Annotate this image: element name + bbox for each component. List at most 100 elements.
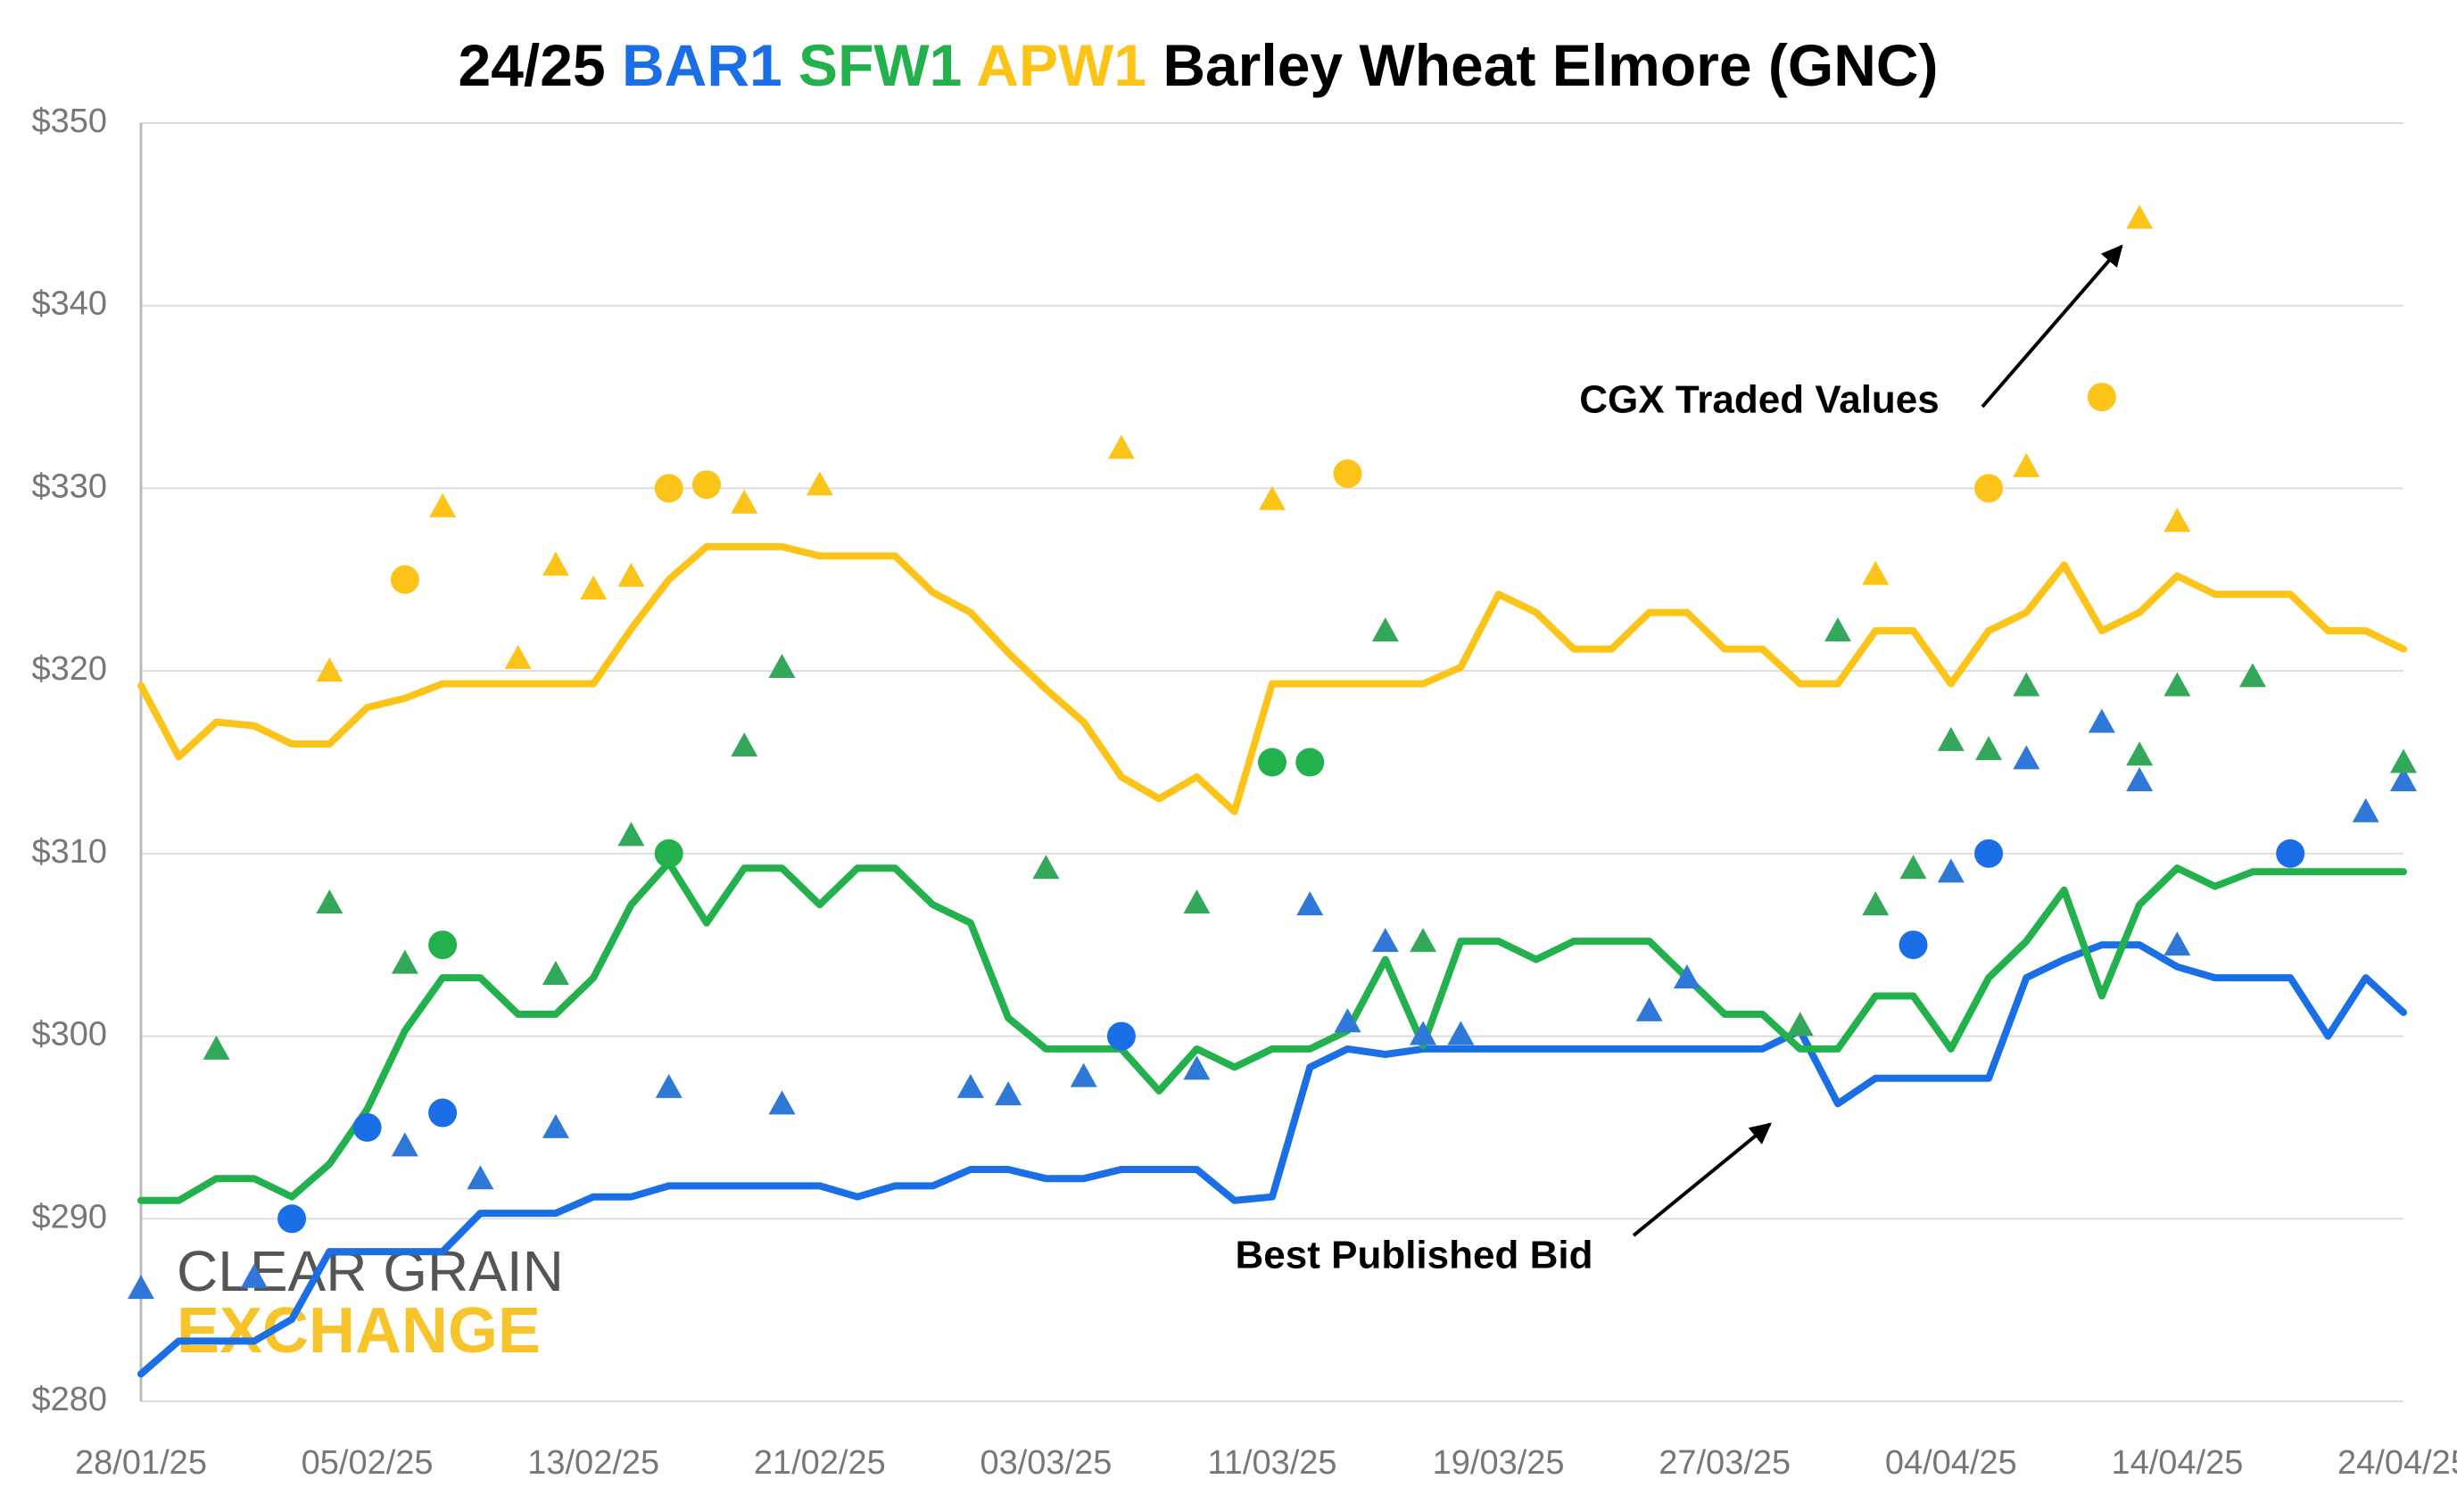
title-rest: Barley Wheat Elmore (GNC) (1162, 32, 1938, 98)
traded-point (1259, 485, 1286, 510)
traded-point (1635, 996, 1663, 1021)
x-tick-label: 19/03/25 (1433, 1444, 1565, 1482)
traded-point (1371, 617, 1399, 642)
y-tick-label: $350 (31, 103, 107, 140)
annotation: Best Published Bid (1236, 1234, 1593, 1277)
traded-point (542, 1113, 569, 1138)
x-tick-label: 11/03/25 (1207, 1444, 1336, 1482)
traded-point (1786, 1012, 1814, 1037)
traded-point (2013, 452, 2040, 477)
traded-point (277, 1204, 307, 1234)
traded-point (580, 575, 608, 600)
traded-point (504, 644, 532, 669)
traded-point (1183, 1055, 1211, 1080)
traded-point (428, 930, 458, 960)
y-tick-label: $280 (31, 1381, 107, 1418)
traded-point (316, 657, 343, 682)
traded-point (391, 949, 418, 974)
traded-point (654, 474, 683, 503)
traded-point (2013, 672, 2040, 697)
traded-point (617, 562, 645, 587)
traded-point (391, 1132, 418, 1157)
traded-point (956, 1073, 984, 1098)
x-tick-label: 13/02/25 (527, 1444, 659, 1482)
traded-point (2088, 708, 2115, 733)
traded-point (617, 822, 645, 847)
traded-point (1296, 891, 1324, 916)
logo: CLEAR GRAIN EXCHANGE (177, 1239, 564, 1367)
traded-point (2126, 766, 2154, 791)
traded-point (2163, 672, 2191, 697)
traded-point (1410, 1020, 1437, 1045)
traded-point (1106, 1021, 1136, 1051)
y-tick-label: $300 (31, 1016, 107, 1053)
traded-point (316, 889, 343, 914)
traded-point (352, 1112, 382, 1142)
traded-point (429, 492, 457, 517)
traded-point (1032, 855, 1060, 880)
traded-point (203, 1035, 230, 1060)
y-tick-label: $330 (31, 467, 107, 505)
x-tick-label: 05/02/25 (302, 1444, 434, 1482)
x-tick-label: 03/03/25 (980, 1444, 1112, 1482)
traded-point (1899, 930, 1928, 960)
traded-point (467, 1165, 494, 1190)
arrow (1981, 244, 2123, 409)
traded-point (2163, 508, 2191, 533)
line (137, 941, 2407, 1378)
traded-point (1070, 1062, 1097, 1087)
traded-point (692, 470, 721, 500)
chart-title: 24/25 BAR1 SFW1 APW1 Barley Wheat Elmore… (458, 32, 1938, 98)
traded-point (768, 1090, 796, 1115)
traded-point (1673, 964, 1700, 989)
traded-point (1974, 474, 2004, 503)
title-lead: 24/25 (458, 32, 605, 98)
traded-point (2390, 766, 2417, 791)
x-tick-label: 04/04/25 (1885, 1444, 2017, 1482)
traded-point (1258, 748, 1286, 777)
traded-point (2163, 931, 2191, 956)
traded-point (1334, 1008, 1361, 1033)
x-tick-label: 24/04/25 (2337, 1444, 2457, 1482)
line (137, 859, 2407, 1204)
traded-point (1937, 858, 1965, 883)
y-tick-label: $310 (31, 833, 107, 871)
line (137, 542, 2407, 815)
traded-point (1371, 928, 1399, 953)
y-tick-label: $340 (31, 285, 107, 323)
traded-point (1410, 928, 1437, 953)
traded-point (390, 565, 419, 594)
traded-point (1333, 459, 1362, 489)
traded-point (731, 489, 758, 514)
traded-point (1974, 839, 2004, 868)
traded-point (542, 960, 569, 985)
logo-bottom: EXCHANGE (177, 1295, 541, 1367)
title-series: SFW1 (798, 32, 962, 98)
traded-point (995, 1081, 1022, 1106)
title-series: BAR1 (622, 32, 782, 98)
traded-point (1183, 889, 1211, 914)
x-tick-label: 27/03/25 (1659, 1444, 1791, 1482)
traded-point (1447, 1020, 1475, 1045)
traded-point (731, 732, 758, 757)
traded-point (768, 654, 796, 679)
title-series: APW1 (976, 32, 1146, 98)
traded-point (1862, 560, 1890, 585)
x-tick-label: 14/04/25 (2111, 1444, 2243, 1482)
traded-point (2087, 383, 2116, 412)
traded-point (1899, 855, 1927, 880)
traded-point (2126, 204, 2154, 229)
x-tick-label: 28/01/25 (75, 1444, 207, 1482)
traded-point (2013, 745, 2040, 770)
traded-point (1824, 617, 1851, 642)
y-tick-label: $290 (31, 1198, 107, 1235)
traded-point (1107, 434, 1135, 459)
traded-point (240, 1263, 268, 1288)
traded-point (2352, 797, 2379, 822)
traded-point (2276, 839, 2305, 868)
traded-point (655, 1073, 682, 1098)
traded-point (128, 1275, 154, 1300)
traded-point (1862, 891, 1890, 916)
y-tick-label: $320 (31, 650, 107, 688)
